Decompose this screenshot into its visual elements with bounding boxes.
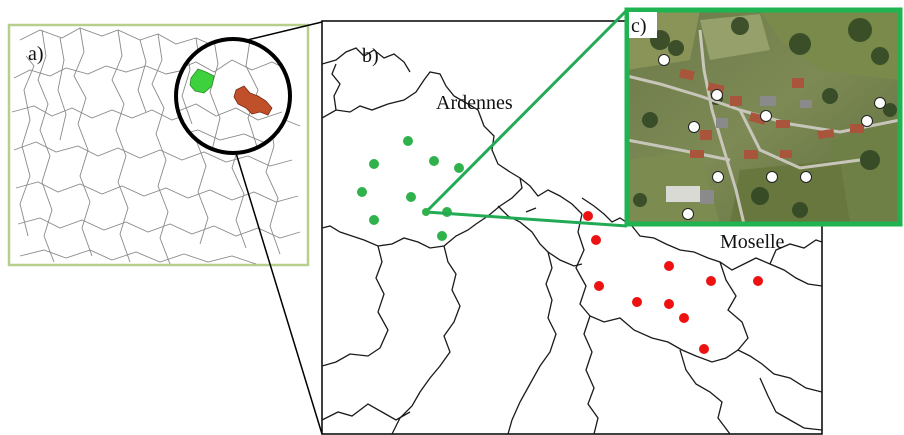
moselle-region-shape <box>233 85 273 116</box>
village-plots <box>658 54 886 220</box>
village-plot-7 <box>712 171 724 183</box>
zoom-line-top <box>242 21 323 42</box>
village-plot-4 <box>760 110 772 122</box>
ardennes-site-2 <box>369 159 379 169</box>
large-white-building <box>666 186 700 202</box>
village-plot-8 <box>766 171 778 183</box>
moselle-site-10 <box>699 344 709 354</box>
ardennes-site-7 <box>369 215 379 225</box>
ardennes-site-6 <box>406 192 416 202</box>
magnifier-ring <box>174 37 292 155</box>
village-plot-3 <box>874 97 886 109</box>
ardennes-region-shape <box>189 68 215 94</box>
panel-b-label: b) <box>362 45 379 67</box>
moselle-site-8 <box>664 299 674 309</box>
zoom-line-to-satellite-top <box>424 8 629 214</box>
ardennes-site-9 <box>437 231 447 241</box>
moselle-site-5 <box>753 276 763 286</box>
village-plot-1 <box>658 54 670 66</box>
moselle-site-3 <box>664 261 674 271</box>
moselle-site-9 <box>679 313 689 323</box>
satellite-frame <box>624 7 903 227</box>
panel-a-france-map: a) <box>7 23 310 267</box>
moselle-site-2 <box>591 235 601 245</box>
panel-c-label-bg <box>629 12 657 38</box>
ardennes-label: Ardennes <box>436 92 513 114</box>
moselle-site-7 <box>632 297 642 307</box>
magnifier-circle <box>174 37 292 155</box>
village-plot-6 <box>688 121 700 133</box>
village-plot-9 <box>800 171 812 183</box>
moselle-site-6 <box>594 281 604 291</box>
zoom-line-bottom <box>235 152 323 435</box>
selected-site-marker <box>422 208 430 216</box>
grey-roofs <box>700 96 812 204</box>
moselle-site-4 <box>706 276 716 286</box>
zoom-line-to-satellite-bottom <box>425 210 628 228</box>
moselle-sites <box>583 211 763 354</box>
ardennes-site-1 <box>403 136 413 146</box>
moselle-site-1 <box>583 211 593 221</box>
moselle-label: Moselle <box>720 231 785 253</box>
department-boundaries <box>11 27 301 265</box>
ardennes-site-5 <box>357 187 367 197</box>
regional-boundaries <box>322 47 822 434</box>
village-plot-2 <box>711 89 723 101</box>
panel-c-label: c) <box>631 15 647 37</box>
ardennes-site-3 <box>429 156 439 166</box>
panel-c-satellite-image: c) <box>624 7 903 227</box>
village-plot-5 <box>861 115 873 127</box>
village-plot-10 <box>682 208 694 220</box>
satellite-photo <box>627 10 900 224</box>
ardennes-site-4 <box>454 163 464 173</box>
panel-a-label: a) <box>28 43 44 65</box>
roads <box>627 29 900 224</box>
